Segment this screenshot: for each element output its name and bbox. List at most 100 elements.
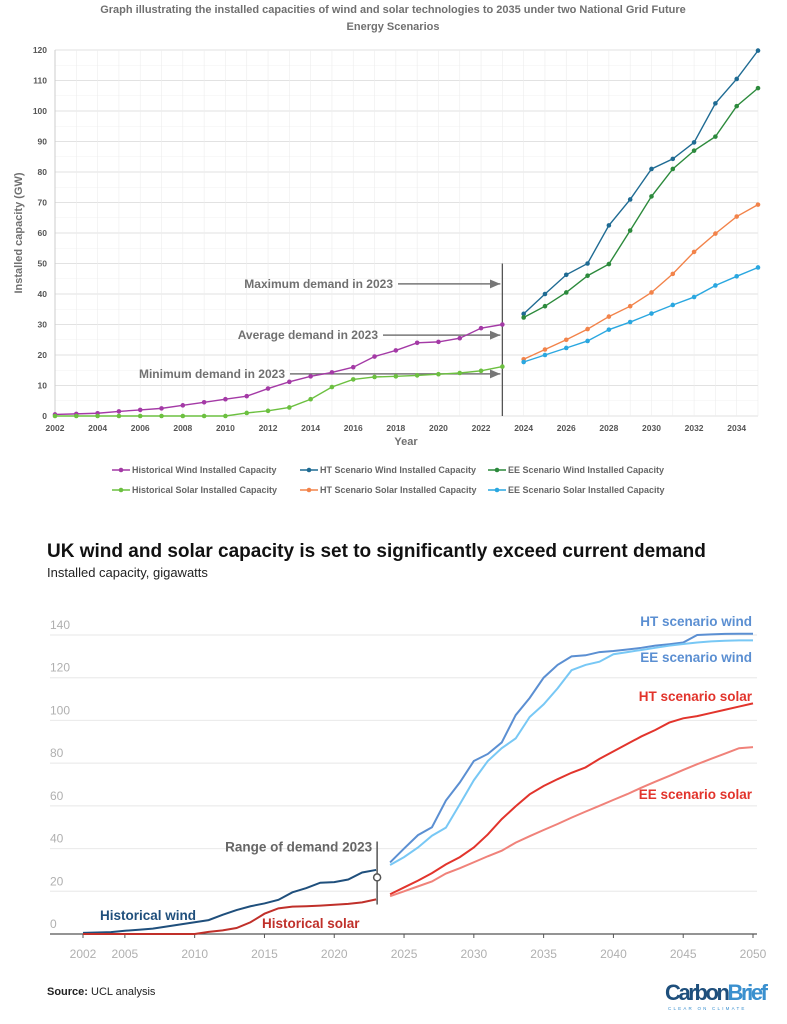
legend-label: EE Scenario Wind Installed Capacity [508, 465, 664, 475]
source-note: Source: UCL analysis [47, 986, 156, 998]
data-point [670, 156, 676, 162]
data-point [691, 249, 697, 255]
data-point [287, 405, 292, 410]
data-point [244, 393, 250, 399]
series-line [55, 365, 503, 417]
data-point [670, 166, 676, 172]
chart-2: UK wind and solar capacity is set to sig… [47, 541, 770, 1011]
data-point [542, 347, 548, 352]
series-label: Historical solar [262, 916, 360, 931]
data-point [713, 283, 718, 288]
legend-swatch-marker [306, 467, 312, 473]
data-point [521, 359, 526, 365]
demand-annotation-label: Maximum demand in 2023 [244, 277, 393, 291]
data-point [137, 407, 143, 413]
x-tick-label: 2002 [70, 947, 97, 961]
x-tick-label: 2045 [670, 947, 697, 961]
x-tick-label: 2018 [386, 423, 405, 433]
legend-swatch-marker [118, 467, 124, 473]
data-point [457, 335, 463, 341]
chart-1: Graph illustrating the installed capacit… [13, 4, 761, 495]
data-point [713, 101, 718, 106]
data-point [585, 261, 590, 266]
data-point [734, 76, 739, 82]
carbonbrief-logo: CarbonBrief CLEAR ON CLIMATE [665, 980, 770, 1011]
data-point [734, 103, 739, 109]
data-point [500, 322, 505, 327]
legend-swatch-marker [494, 487, 500, 493]
data-point [606, 314, 612, 319]
demand-annotation-label: Minimum demand in 2023 [139, 367, 285, 381]
y-tick-label: 80 [38, 167, 48, 177]
series-label: Historical wind [100, 908, 196, 923]
data-point [414, 340, 420, 346]
chart-1-x-axis-label: Year [394, 436, 418, 448]
y-tick-label: 100 [50, 703, 70, 717]
y-tick-label: 120 [33, 45, 47, 55]
data-point [329, 370, 335, 375]
x-tick-label: 2020 [321, 947, 348, 961]
series-line-4 [389, 702, 754, 896]
data-point [649, 290, 654, 295]
x-tick-label: 2008 [173, 423, 192, 433]
data-point [542, 303, 548, 309]
data-point [627, 303, 633, 309]
data-point [755, 48, 761, 53]
data-point [116, 413, 122, 419]
y-tick-label: 30 [38, 320, 48, 330]
legend-label: Historical Wind Installed Capacity [132, 465, 276, 475]
data-point [649, 166, 654, 172]
y-tick-label: 50 [38, 259, 48, 269]
chart-2-title: UK wind and solar capacity is set to sig… [47, 541, 706, 562]
series-label: EE scenario solar [639, 787, 753, 802]
data-point [521, 315, 526, 320]
x-tick-label: 2016 [344, 423, 363, 433]
data-point [585, 273, 590, 279]
demand-annotation-label: Average demand in 2023 [238, 328, 379, 342]
y-tick-label: 140 [50, 618, 70, 632]
x-tick-label: 2005 [112, 947, 139, 961]
data-point [201, 399, 207, 405]
series-line [54, 323, 503, 416]
data-point [606, 261, 612, 267]
data-point [74, 413, 79, 419]
data-point [414, 373, 420, 378]
data-point [755, 85, 761, 91]
x-tick-label: 2002 [46, 423, 65, 433]
x-tick-label: 2022 [472, 423, 491, 433]
x-tick-label: 2010 [181, 947, 208, 961]
x-tick-label: 2050 [740, 947, 767, 961]
chart-1-y-axis-label: Installed capacity (GW) [13, 172, 25, 293]
data-point [755, 202, 761, 207]
series-4 [521, 202, 761, 362]
source-label: Source: [47, 986, 88, 998]
data-point [436, 339, 441, 345]
x-tick-label: 2032 [685, 423, 704, 433]
data-point [542, 352, 548, 358]
legend-item: HT Scenario Wind Installed Capacity [300, 465, 476, 475]
x-tick-label: 2024 [514, 423, 533, 433]
legend-item: Historical Solar Installed Capacity [112, 485, 277, 495]
series-label: EE scenario wind [640, 650, 752, 665]
data-point [457, 370, 463, 376]
data-point [95, 413, 100, 419]
series-label: HT scenario solar [639, 689, 753, 704]
x-tick-label: 2035 [530, 947, 557, 961]
data-point [521, 311, 526, 317]
series-line [523, 87, 759, 319]
x-tick-label: 2026 [557, 423, 576, 433]
data-point [478, 325, 484, 331]
series-line-0 [82, 868, 377, 934]
y-tick-label: 20 [50, 874, 64, 888]
y-tick-label: 40 [50, 832, 64, 846]
data-point [223, 396, 228, 402]
legend-item: Historical Wind Installed Capacity [112, 465, 276, 475]
data-point [691, 294, 697, 300]
legend-label: HT Scenario Wind Installed Capacity [320, 465, 476, 475]
y-tick-label: 60 [50, 789, 64, 803]
y-tick-label: 0 [42, 411, 47, 421]
y-tick-label: 20 [38, 350, 48, 360]
data-point [180, 413, 186, 419]
